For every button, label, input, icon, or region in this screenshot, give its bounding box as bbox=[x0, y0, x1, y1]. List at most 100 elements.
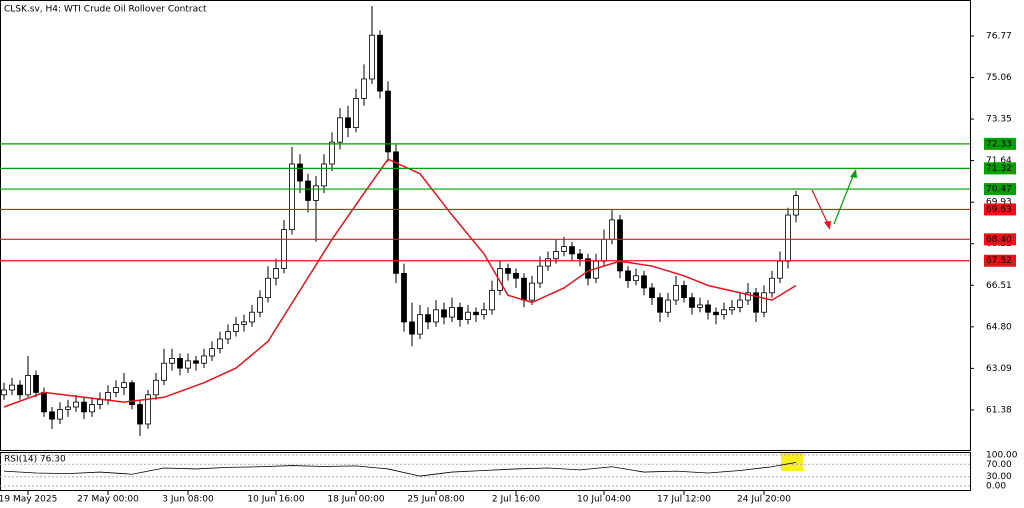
candle-body bbox=[769, 277, 775, 294]
candle-body bbox=[305, 180, 311, 201]
candle-body bbox=[73, 401, 79, 408]
candle-body bbox=[281, 229, 287, 269]
candle-body bbox=[681, 285, 687, 299]
level-label-box bbox=[984, 137, 1016, 150]
x-tick-label: 10 Jul 04:00 bbox=[577, 495, 631, 505]
candle-body bbox=[81, 401, 87, 413]
candle-body bbox=[673, 285, 679, 301]
candle-body bbox=[697, 304, 703, 308]
candle-body bbox=[105, 392, 111, 401]
rsi-title: RSI(14) 76.30 bbox=[4, 455, 66, 465]
level-label: 67.52 bbox=[986, 256, 1012, 266]
candle-body bbox=[97, 399, 103, 405]
candle-body bbox=[265, 277, 271, 299]
candle-body bbox=[625, 270, 631, 282]
candle-body bbox=[505, 268, 511, 274]
candle-body bbox=[513, 272, 519, 279]
candle-body bbox=[33, 375, 39, 393]
candle-body bbox=[569, 246, 575, 255]
up-arrowhead bbox=[850, 169, 857, 178]
candle-body bbox=[641, 275, 647, 289]
candle-body bbox=[433, 309, 439, 323]
candle-body bbox=[745, 292, 751, 301]
candle-body bbox=[473, 311, 479, 316]
candle-body bbox=[249, 311, 255, 323]
candle-body bbox=[617, 219, 623, 272]
candle-body bbox=[753, 292, 759, 313]
candle-body bbox=[481, 309, 487, 316]
arrows bbox=[811, 169, 857, 230]
x-tick-label: 10 Jun 16:00 bbox=[247, 495, 304, 505]
candle-body bbox=[521, 277, 527, 301]
level-label: 68.40 bbox=[986, 235, 1012, 245]
candle-body bbox=[497, 268, 503, 291]
x-tick-label: 3 Jun 08:00 bbox=[162, 495, 214, 505]
x-tick-label: 2 Jul 16:00 bbox=[492, 495, 541, 505]
candle-body bbox=[209, 348, 215, 357]
y-tick-label: 66.51 bbox=[986, 281, 1012, 291]
rsi-tick-label: 30.00 bbox=[986, 472, 1012, 482]
candle-body bbox=[585, 258, 591, 279]
main-frame bbox=[0, 0, 971, 451]
rsi-tick-label: 0.00 bbox=[986, 482, 1006, 492]
level-label: 70.47 bbox=[986, 185, 1012, 195]
candle-body bbox=[377, 34, 383, 92]
level-label-box bbox=[984, 162, 1016, 175]
candle-body bbox=[193, 360, 199, 364]
candle-body bbox=[633, 275, 639, 282]
candle-body bbox=[545, 258, 551, 267]
up-arrow bbox=[833, 175, 854, 225]
candle-body bbox=[529, 282, 535, 301]
candle-body bbox=[169, 357, 175, 364]
candle-body bbox=[577, 253, 583, 260]
candle-body bbox=[465, 311, 471, 320]
y-tick-label: 73.35 bbox=[986, 115, 1012, 125]
rsi-frame bbox=[0, 452, 971, 491]
candle-body bbox=[129, 382, 135, 405]
candle-body bbox=[337, 117, 343, 143]
candle-body bbox=[1, 389, 7, 396]
candle-body bbox=[713, 311, 719, 316]
x-tick-label: 17 Jul 12:00 bbox=[657, 495, 711, 505]
candle-body bbox=[793, 195, 799, 216]
level-label-box bbox=[984, 203, 1016, 216]
candle-body bbox=[257, 297, 263, 313]
candle-body bbox=[185, 360, 191, 369]
candle-body bbox=[409, 321, 415, 335]
candle-body bbox=[161, 362, 167, 381]
candle-body bbox=[561, 246, 567, 252]
candle-body bbox=[721, 309, 727, 316]
candle-body bbox=[489, 289, 495, 311]
candle-body bbox=[553, 251, 559, 260]
candle-body bbox=[705, 304, 711, 313]
candle-body bbox=[425, 314, 431, 323]
candle-body bbox=[689, 297, 695, 308]
candle-body bbox=[177, 357, 183, 369]
candle-body bbox=[329, 141, 335, 165]
candle-body bbox=[17, 384, 23, 396]
candle-body bbox=[289, 163, 295, 231]
candle-body bbox=[537, 265, 543, 284]
candle-body bbox=[225, 331, 231, 340]
level-label-box bbox=[984, 233, 1016, 246]
chart-title: CLSK.sv, H4: WTI Crude Oil Rollover Cont… bbox=[4, 5, 207, 15]
candle-body bbox=[297, 163, 303, 182]
candle-body bbox=[393, 151, 399, 274]
level-label: 69.63 bbox=[986, 205, 1012, 215]
candle-body bbox=[153, 379, 159, 396]
candle-body bbox=[121, 382, 127, 388]
y-tick-label: 64.80 bbox=[986, 322, 1012, 332]
candle-body bbox=[649, 287, 655, 299]
candle-body bbox=[665, 299, 671, 313]
y-tick-label: 75.06 bbox=[986, 73, 1012, 83]
candle-body bbox=[441, 309, 447, 318]
level-label: 72.33 bbox=[986, 139, 1012, 149]
candle-body bbox=[345, 117, 351, 128]
candle-body bbox=[217, 338, 223, 350]
candle-body bbox=[145, 394, 151, 425]
candle-body bbox=[321, 163, 327, 187]
candle-body bbox=[785, 214, 791, 262]
candle-body bbox=[313, 185, 319, 201]
candle-body bbox=[609, 219, 615, 240]
y-tick-label: 69.93 bbox=[986, 198, 1012, 208]
